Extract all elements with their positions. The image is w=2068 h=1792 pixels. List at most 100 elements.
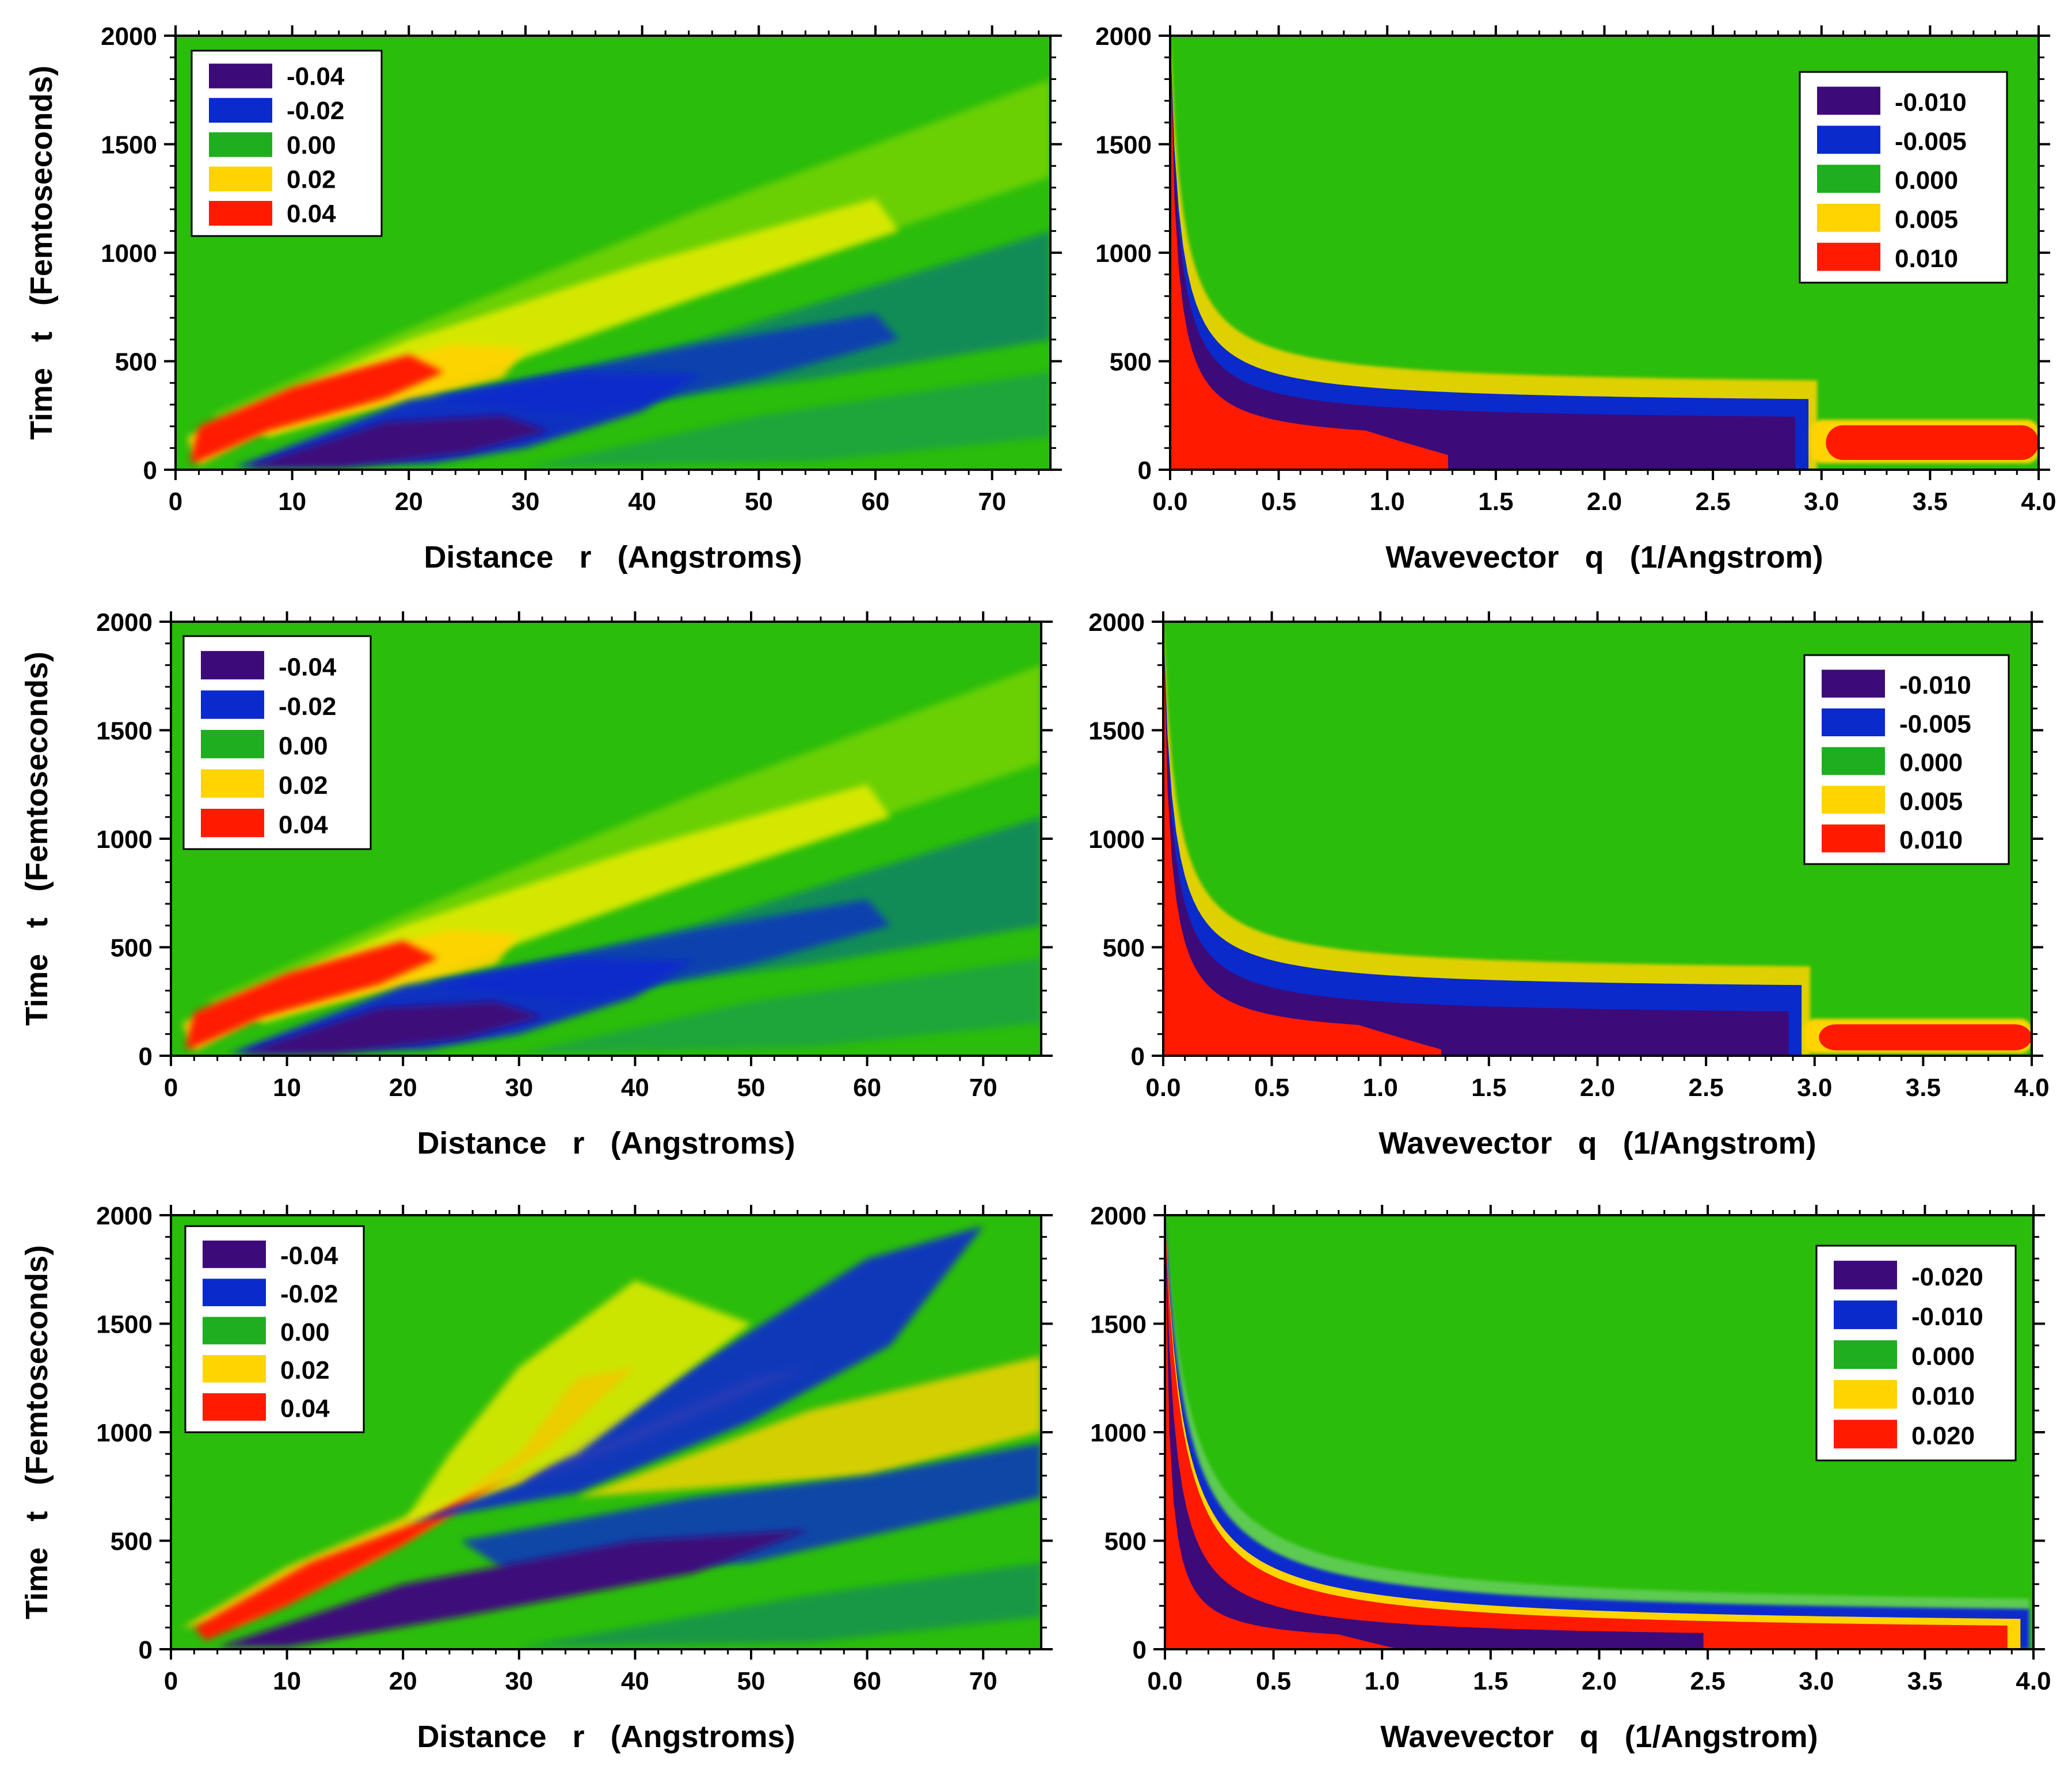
y-tick-label: 1000 (1088, 825, 1145, 854)
legend-label: 0.000 (1895, 166, 1958, 195)
x-tick-label: 40 (628, 488, 656, 516)
legend-swatch (1817, 165, 1880, 193)
legend-swatch (1822, 747, 1885, 775)
y-tick-label: 0 (139, 1043, 153, 1071)
legend-label: 0.000 (1911, 1342, 1975, 1371)
y-tick-label: 500 (1105, 1528, 1147, 1556)
heatmap-content (1163, 622, 2032, 1056)
y-tick-label: 1000 (1090, 1419, 1147, 1447)
y-tick-label: 1500 (1088, 717, 1145, 745)
legend-swatch (1822, 786, 1885, 814)
x-tick-label: 10 (273, 1074, 301, 1102)
x-tick-label: 50 (737, 1074, 765, 1102)
x-tick-label: 2.0 (1580, 1074, 1615, 1102)
heatmap-content (182, 665, 1041, 1054)
y-tick-label: 2000 (96, 608, 153, 637)
high-q-red (1826, 425, 2039, 461)
x-tick-label: 0.0 (1152, 488, 1187, 516)
x-axis-title: Distance r (Angstroms) (417, 1719, 795, 1754)
x-axis-title: Wavevector q (1/Angstrom) (1380, 1719, 1818, 1754)
y-tick-label: 0 (1138, 456, 1152, 485)
legend-swatch (209, 201, 272, 226)
heatmap-content (1170, 36, 2039, 470)
x-tick-label: 40 (621, 1074, 649, 1102)
orange-inner (577, 1356, 1041, 1498)
legend-label: -0.04 (279, 653, 337, 681)
y-tick-label: 500 (1103, 934, 1145, 962)
legend-label: 0.02 (280, 1356, 330, 1384)
legend-swatch (201, 650, 264, 680)
legend-swatch (1817, 242, 1880, 271)
legend-swatch (203, 1241, 266, 1268)
x-tick-label: 3.5 (1907, 1667, 1943, 1695)
x-tick-label: 1.5 (1478, 488, 1513, 516)
legend-label: 0.04 (280, 1394, 330, 1422)
heatmap-content (187, 79, 1050, 468)
y-tick-label: 500 (111, 934, 153, 962)
x-tick-label: 2.0 (1587, 488, 1622, 516)
legend-label: 0.020 (1911, 1422, 1975, 1450)
x-tick-label: 0.0 (1147, 1667, 1182, 1695)
legend: -0.020 -0.010 0.000 0.010 0.020 (1815, 1245, 2017, 1462)
x-tick-label: 2.5 (1690, 1667, 1726, 1695)
x-tick-label: 30 (505, 1667, 533, 1695)
red-lobe (185, 941, 438, 1049)
teal-tail (519, 1562, 1041, 1648)
x-tick-label: 1.0 (1370, 488, 1405, 516)
legend-label: 0.00 (287, 131, 336, 159)
legend-swatch (1834, 1340, 1897, 1369)
y-tick-label: 500 (1110, 348, 1152, 376)
legend: -0.010 -0.005 0.000 0.005 0.010 (1799, 71, 2008, 284)
legend-swatch (203, 1393, 266, 1421)
y-tick-label: 2000 (96, 1202, 153, 1230)
heatmap-content (1165, 1215, 2029, 1649)
x-tick-label: 0.0 (1145, 1074, 1180, 1102)
legend: -0.04 -0.02 0.00 0.02 0.04 (182, 635, 372, 850)
red-band (1163, 622, 1441, 1056)
y-tick-label: 2000 (101, 22, 157, 51)
legend-swatch (1817, 86, 1880, 115)
legend-label: 0.02 (287, 165, 336, 193)
x-tick-label: 60 (853, 1667, 881, 1695)
legend-label: -0.005 (1895, 127, 1967, 155)
x-tick-label: 70 (969, 1667, 997, 1695)
legend-swatch (203, 1279, 266, 1307)
x-tick-label: 1.0 (1365, 1667, 1400, 1695)
legend-label: -0.02 (279, 693, 336, 721)
legend-swatch (1817, 203, 1880, 232)
x-tick-label: 30 (505, 1074, 533, 1102)
legend-swatch (1834, 1261, 1897, 1289)
legend-swatch (1817, 125, 1880, 154)
legend-swatch (1822, 708, 1885, 737)
x-tick-label: 1.0 (1363, 1074, 1398, 1102)
legend-label: -0.020 (1911, 1263, 1983, 1291)
x-tick-label: 70 (969, 1074, 997, 1102)
x-tick-label: 0.5 (1254, 1074, 1289, 1102)
x-tick-label: 70 (978, 488, 1006, 516)
teal-tail (525, 372, 1050, 468)
y-tick-label: 1500 (1090, 1311, 1147, 1339)
teal-lobe (426, 817, 1041, 995)
y-axis-title: Time t (Femtoseconds) (24, 66, 59, 440)
y-axis-title: Time t (Femtoseconds) (20, 1245, 54, 1619)
x-tick-label: 60 (853, 1074, 881, 1102)
x-tick-label: 1.5 (1471, 1074, 1506, 1102)
legend-swatch (209, 98, 272, 123)
chart-panel-top-left: 0 10 20 30 40 50 60 70 0 500 1000 1500 2000 Distance … (24, 22, 1062, 574)
chart-panel-middle-left: 0 10 20 30 40 50 60 70 0 500 1000 1500 2000 Distance … (20, 608, 1053, 1161)
legend: -0.04 -0.02 0.00 0.02 0.04 (184, 1225, 365, 1433)
teal-lobe (432, 231, 1050, 409)
x-tick-label: 3.0 (1799, 1667, 1834, 1695)
legend-swatch (201, 690, 264, 719)
x-tick-label: 0 (164, 1667, 178, 1695)
legend-swatch (1834, 1420, 1897, 1449)
legend-label: 0.010 (1895, 245, 1958, 273)
teal-tail (519, 958, 1041, 1054)
x-tick-label: 4.0 (2016, 1667, 2051, 1695)
y-tick-label: 0 (139, 1636, 153, 1664)
legend-label: -0.02 (287, 97, 344, 125)
legend-label: 0.02 (279, 771, 328, 800)
y-tick-label: 1000 (101, 239, 157, 268)
legend-swatch (201, 808, 264, 838)
